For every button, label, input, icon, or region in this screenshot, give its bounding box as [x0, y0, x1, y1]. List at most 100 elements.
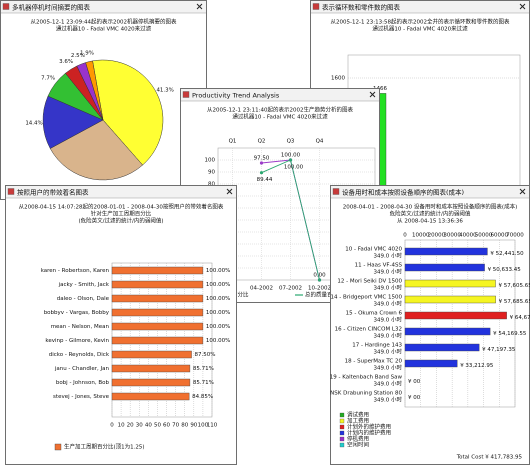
x-tick-label: 40000 [459, 233, 477, 239]
title-bar [331, 186, 529, 198]
bar [111, 378, 191, 387]
legend-label: 计划内的维护费用 [347, 429, 391, 437]
x-tick-label: 30 [136, 423, 143, 429]
x-tick-label: 50 [154, 423, 161, 429]
x-tick-label: 20000 [428, 233, 446, 239]
category-label: Q4 [316, 139, 324, 145]
window-title: Productivity Trend Analysis [192, 92, 280, 100]
x-tick-label: 07-2002 [279, 286, 302, 292]
legend-swatch [339, 436, 345, 442]
point [288, 158, 293, 162]
bar-value-label: ¥ 52,441.50 [490, 251, 524, 257]
point-label: 100.00 [284, 165, 304, 171]
x-tick-label: 10000 [412, 233, 430, 239]
window-icon [7, 188, 15, 195]
chart-subtitle: 通过机器10 - Fadal VMC 4020来过滤 [56, 25, 152, 33]
legend-label: 停机费用 [347, 435, 369, 443]
x-tick-label: 0 [110, 423, 114, 429]
title-bar [181, 89, 379, 101]
category-sublabel: 349.0 小时 [374, 348, 403, 356]
category-label: Q2 [258, 139, 266, 145]
category-sublabel: 349.0 小时 [374, 332, 403, 340]
x-tick-label: 80 [181, 423, 188, 429]
chart-subtitle: 通过机器10 - Fadal VMC 4020来过滤 [232, 113, 328, 121]
category-label: 20 - NSK Drabuning Station 80 [318, 391, 403, 397]
category-label: 15 - Okuma Crown 6 [346, 311, 403, 317]
legend-swatch [339, 430, 345, 436]
slice-label: 1.9% [80, 50, 94, 56]
category-label: mean - Nelson, Mean [51, 324, 110, 330]
point [317, 278, 322, 282]
x-tick-label: 110 [207, 423, 218, 429]
bar-value-label: 100.00% [206, 296, 230, 302]
close-glyph [369, 91, 376, 98]
category-label: 19 - Kaltenbach Band Saw [330, 375, 403, 381]
category-label: 18 - SuperMax TC 20 [345, 359, 403, 365]
close-glyph [196, 3, 203, 10]
bar-value-label: ¥ 00 [408, 395, 421, 401]
bar [404, 263, 485, 272]
point [259, 171, 264, 175]
category-label: 12 - Mori Seiki DV 1500 [337, 279, 402, 285]
x-tick-label: 60000 [491, 233, 509, 239]
chart-subtitle: 危险英文/过滤的统计/内的弱阈值 [390, 210, 471, 218]
x-tick-label: 10 [118, 423, 125, 429]
bar [111, 392, 190, 401]
chart-subtitle: 从2005-12-1 23:09:44起的表示2002机器停机摘要的图表 [31, 18, 177, 26]
slice-label: 2.5% [71, 53, 85, 59]
point [259, 161, 264, 165]
close-button[interactable] [196, 3, 203, 10]
y-tick-label: 80 [208, 182, 215, 188]
category-sublabel: 349.0 小时 [374, 364, 403, 372]
legend-label: 加工费用 [347, 417, 369, 425]
category-sublabel: 349.0 小时 [374, 316, 403, 324]
bar-value-label: 100.00% [206, 282, 230, 288]
x-tick-label: 70 [172, 423, 179, 429]
y-tick-label: 100 [205, 158, 216, 164]
category-sublabel: 349.0 小时 [374, 252, 403, 260]
chart-subtitle: 从2005-12-1 23:11:40起的表示2002生产趋势分析的图表 [207, 106, 353, 114]
close-button[interactable] [519, 188, 526, 195]
bar [111, 336, 204, 345]
close-button[interactable] [369, 91, 376, 98]
bar [404, 279, 496, 288]
total-cost: Total Cost ¥ 417,783.95 [456, 455, 523, 461]
close-button[interactable] [519, 3, 526, 10]
bar-value-label: 85.71% [193, 366, 214, 372]
slice-label: 7.7% [41, 76, 55, 82]
legend-swatch [339, 442, 345, 448]
chart-subtitle: (危险英文/过滤的统计/内的弱阈值) [79, 217, 164, 225]
x-tick-label: 100 [198, 423, 209, 429]
pie-slice [92, 59, 164, 166]
bar-value-label: 87.50% [195, 352, 216, 358]
bar-value-label: ¥ 50,633.45 [488, 267, 522, 273]
legend-label: 空闲时间 [347, 441, 369, 449]
category-sublabel: 349.0 小时 [374, 396, 403, 404]
point-label: 100.00 [281, 153, 301, 159]
bar [111, 364, 191, 373]
bar [111, 308, 204, 317]
bar-value-label: ¥ 57,685.65 [499, 299, 530, 305]
category-label: 14 - Bridgeport VMC 1500 [330, 295, 402, 301]
x-tick-label: 50000 [475, 233, 493, 239]
bar-value-label: 100.00% [206, 324, 230, 330]
title-bar [1, 1, 206, 13]
y-tick-label: 90 [208, 170, 215, 176]
bar [111, 280, 204, 289]
close-button[interactable] [226, 188, 233, 195]
legend-swatch [339, 412, 345, 418]
window-title: 设备用时和成本按照设备顺序的图表(成本) [342, 188, 464, 197]
category-label: Q1 [229, 139, 237, 145]
category-label: dicko - Reynolds, Dick [49, 352, 110, 358]
legend-swatch [339, 424, 345, 430]
point-label: 97.50 [254, 156, 270, 162]
chart-subtitle: 从 2008-04-15 13:36:36 [397, 219, 463, 225]
x-tick-label: 60 [163, 423, 170, 429]
bar [111, 294, 204, 303]
window-icon [312, 3, 320, 10]
category-label: janu - Chandler, Jan [54, 366, 110, 372]
category-label: jacky - Smith, Jack [58, 282, 110, 288]
x-tick-label: 70000 [506, 233, 524, 239]
bar-value-label: ¥ 47,197.35 [482, 347, 516, 353]
